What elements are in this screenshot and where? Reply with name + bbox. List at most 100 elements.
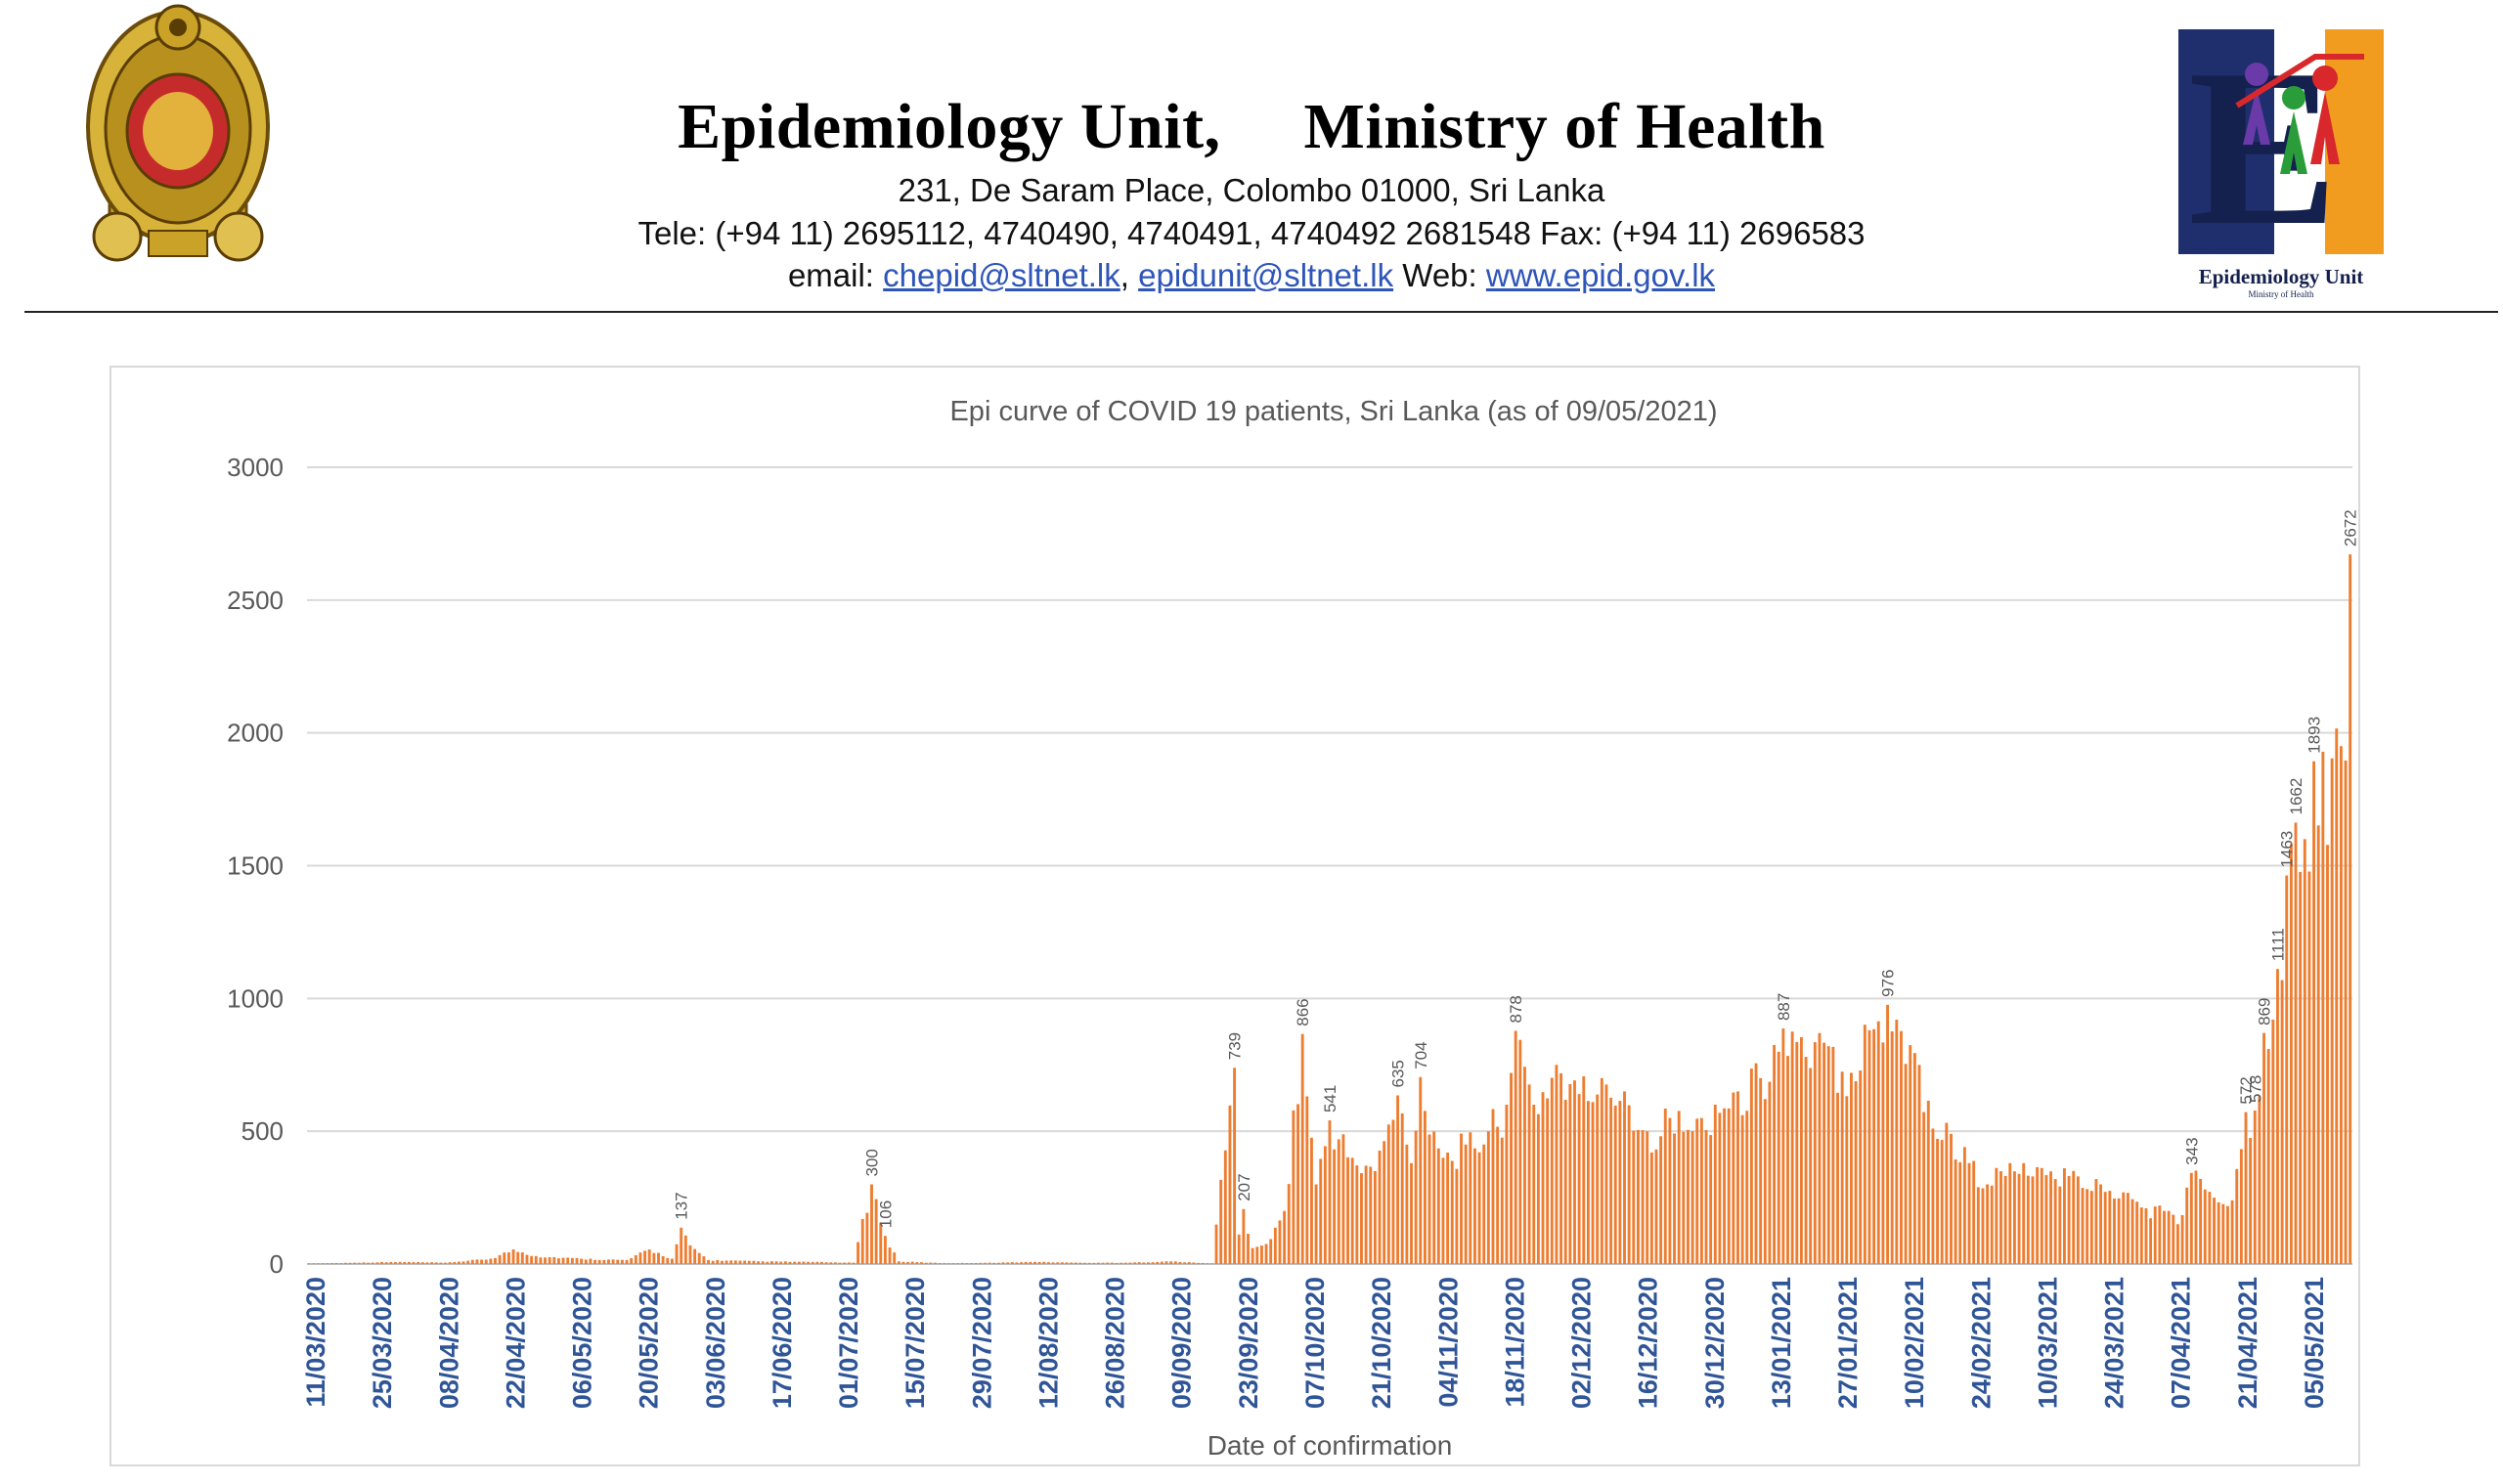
bar — [647, 1249, 651, 1264]
bar — [520, 1252, 524, 1264]
bar — [1559, 1072, 1563, 1264]
bar — [1087, 1262, 1091, 1264]
bar — [1687, 1129, 1690, 1264]
bar — [1197, 1262, 1200, 1264]
bar — [367, 1262, 371, 1264]
bar — [430, 1262, 433, 1264]
x-tick-label: 05/05/2021 — [2300, 1277, 2329, 1409]
bar — [539, 1257, 543, 1264]
bar — [2312, 761, 2316, 1264]
bar — [2144, 1207, 2148, 1264]
bar — [561, 1257, 565, 1264]
bar — [494, 1257, 497, 1264]
bar — [1632, 1130, 1636, 1264]
bar — [906, 1261, 910, 1264]
bar — [951, 1263, 955, 1264]
bar — [697, 1252, 701, 1264]
email-link-epidunit[interactable]: epidunit@sltnet.lk — [1138, 257, 1394, 293]
bar — [833, 1262, 837, 1264]
bar — [307, 1263, 311, 1264]
bar — [688, 1244, 692, 1264]
bar — [1895, 1020, 1899, 1264]
bar — [1981, 1188, 1985, 1264]
bars — [307, 554, 2352, 1264]
bar — [657, 1252, 660, 1264]
bar — [1822, 1042, 1826, 1264]
bar — [725, 1260, 728, 1264]
bar — [1242, 1208, 1246, 1264]
contact-line: email: chepid@sltnet.lk, epidunit@sltnet… — [787, 257, 1716, 293]
bar — [2008, 1162, 2012, 1264]
bar — [1460, 1133, 1463, 1264]
bar — [1623, 1091, 1626, 1264]
bar — [2230, 1200, 2234, 1264]
bar — [1795, 1041, 1799, 1264]
bar — [752, 1260, 756, 1264]
bar — [2303, 839, 2306, 1264]
bar — [1736, 1091, 1739, 1264]
bar — [2194, 1170, 2198, 1264]
data-label: 704 — [1412, 1041, 1430, 1069]
bar — [1305, 1096, 1309, 1264]
bar — [475, 1259, 479, 1264]
bar — [525, 1254, 529, 1264]
bar — [1604, 1084, 1608, 1264]
bar — [1051, 1262, 1055, 1264]
bar — [348, 1262, 352, 1264]
bar — [2135, 1201, 2139, 1264]
bar — [2217, 1201, 2220, 1264]
bar — [1251, 1247, 1254, 1264]
bar — [1613, 1105, 1617, 1264]
chart-canvas: Epi curve of COVID 19 patients, Sri Lank… — [227, 396, 2358, 1461]
x-tick-label: 17/06/2020 — [768, 1277, 797, 1409]
bar — [2031, 1176, 2035, 1264]
bar — [1169, 1261, 1173, 1264]
bar — [938, 1263, 942, 1264]
x-tick-label: 15/07/2020 — [900, 1277, 930, 1409]
bar — [1015, 1262, 1019, 1264]
data-label: 878 — [1507, 995, 1525, 1023]
bar — [2122, 1192, 2126, 1264]
bar — [1999, 1171, 2002, 1264]
bar — [1563, 1100, 1567, 1264]
bar — [1523, 1067, 1526, 1264]
telephone-line: Tele: (+94 11) 2695112, 4740490, 4740491… — [637, 215, 1866, 251]
bar — [2294, 822, 2298, 1264]
bar — [1223, 1150, 1227, 1264]
bar — [1423, 1111, 1427, 1264]
logo-caption: Epidemiology Unit — [2199, 265, 2364, 288]
x-tick-label: 08/04/2020 — [434, 1277, 463, 1409]
bar — [888, 1247, 892, 1264]
bar — [1283, 1210, 1287, 1264]
bar — [766, 1261, 769, 1264]
bar — [2103, 1192, 2107, 1264]
bar — [1940, 1140, 1944, 1264]
bar — [2244, 1112, 2248, 1264]
bar — [1527, 1084, 1531, 1264]
bar — [453, 1262, 457, 1264]
bar — [1568, 1083, 1572, 1264]
bar — [1850, 1072, 1853, 1264]
bar — [1945, 1122, 1949, 1264]
data-label: 572 — [2237, 1076, 2256, 1104]
email-link-chepid[interactable]: chepid@sltnet.lk — [883, 257, 1120, 293]
bar — [1768, 1081, 1772, 1264]
bar — [693, 1248, 697, 1264]
bar — [2003, 1175, 2007, 1264]
data-label: 207 — [1235, 1173, 1253, 1200]
bar — [879, 1222, 883, 1264]
data-label: 1893 — [2305, 717, 2324, 754]
bar — [1582, 1075, 1586, 1264]
website-link[interactable]: www.epid.gov.lk — [1485, 257, 1716, 293]
x-tick-label: 16/12/2020 — [1634, 1277, 1663, 1409]
x-tick-label: 11/03/2020 — [301, 1277, 330, 1408]
bar — [2316, 825, 2320, 1264]
bar — [1183, 1262, 1187, 1264]
bar — [929, 1262, 933, 1264]
bar — [1137, 1262, 1141, 1264]
bar — [2285, 875, 2289, 1264]
bar — [2185, 1187, 2189, 1264]
bar — [439, 1262, 443, 1264]
bar — [1786, 1056, 1789, 1264]
bar — [2262, 1032, 2265, 1264]
